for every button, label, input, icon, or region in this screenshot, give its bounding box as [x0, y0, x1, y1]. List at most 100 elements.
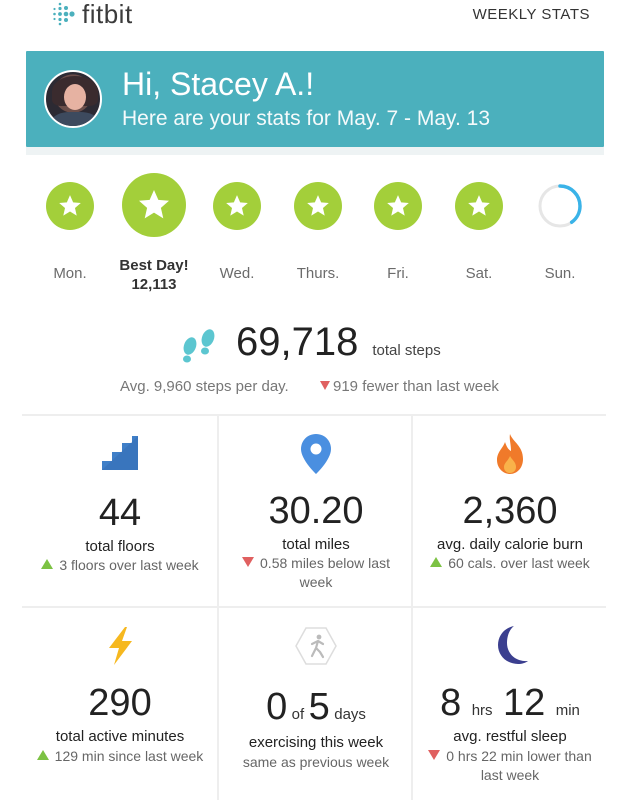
- star-icon: [139, 190, 169, 219]
- down-arrow-icon: [242, 557, 255, 567]
- up-arrow-icon: [36, 750, 49, 760]
- stat-calories[interactable]: 2,360 avg. daily calorie burn 60 cals. o…: [413, 416, 607, 606]
- calories-change: 60 cals. over last week: [413, 554, 607, 573]
- calories-change-text: 60 cals. over last week: [448, 555, 590, 571]
- day-sat[interactable]: [439, 175, 519, 230]
- star-icon: [307, 195, 329, 216]
- exercise-unit: days: [334, 706, 366, 723]
- star-badge-icon: [455, 182, 503, 230]
- fitbit-logo[interactable]: fitbit: [52, 0, 133, 29]
- stat-floors[interactable]: 44 total floors 3 floors over last week: [23, 416, 217, 606]
- sleep-duration: 8 hrs 12 min: [413, 682, 607, 725]
- up-arrow-icon: [430, 557, 443, 567]
- total-steps-row: 69,718 total steps: [180, 320, 441, 364]
- avg-steps-text: Avg. 9,960 steps per day.: [120, 378, 289, 395]
- floors-change-text: 3 floors over last week: [59, 557, 199, 573]
- location-pin-icon: [301, 434, 331, 474]
- progress-ring-icon: [538, 184, 582, 228]
- moon-icon: [498, 626, 528, 664]
- avatar-body: [52, 112, 98, 126]
- day-label-mon: Mon.: [53, 265, 87, 282]
- exercise-change: same as previous week: [242, 754, 390, 770]
- exercise-count: 0: [266, 686, 288, 728]
- stat-sleep[interactable]: 8 hrs 12 min avg. restful sleep 0 hrs 22…: [413, 608, 607, 800]
- star-badge-icon: [213, 182, 261, 230]
- sleep-hours: 8: [440, 682, 462, 724]
- best-day-label: Best Day! 12,113: [109, 256, 199, 294]
- star-icon: [468, 195, 490, 216]
- best-day-title: Best Day!: [119, 257, 189, 274]
- star-badge-icon: [374, 182, 422, 230]
- star-badge-best-icon: [122, 173, 186, 237]
- stat-miles[interactable]: 30.20 total miles 0.58 miles below last …: [219, 416, 413, 606]
- active-minutes-change: 129 min since last week: [23, 747, 217, 766]
- star-badge-icon: [46, 182, 94, 230]
- stat-active-minutes[interactable]: 290 total active minutes 129 min since l…: [23, 608, 217, 800]
- sleep-change: 0 hrs 22 min lower than last week: [413, 747, 607, 785]
- sleep-min-unit: min: [555, 702, 580, 719]
- exercise-of: of: [291, 706, 305, 723]
- active-minutes-value: 290: [88, 682, 152, 724]
- top-bar: fitbit WEEKLY STATS: [0, 0, 630, 30]
- day-label-fri: Fri.: [387, 265, 409, 282]
- day-tue-best[interactable]: [114, 173, 194, 237]
- avatar-face: [64, 84, 86, 110]
- lightning-icon: [109, 627, 132, 665]
- down-arrow-icon: [428, 750, 441, 760]
- day-label-wed: Wed.: [219, 265, 255, 282]
- exercise-days: 0 of 5 days: [219, 686, 413, 729]
- star-icon: [387, 195, 409, 216]
- exercise-title: exercising this week: [248, 734, 384, 751]
- star-icon: [59, 195, 81, 216]
- day-label-sun: Sun.: [544, 265, 576, 282]
- best-day-steps: 12,113: [131, 276, 177, 293]
- star-badge-icon: [294, 182, 342, 230]
- calories-value: 2,360: [462, 490, 558, 532]
- sleep-hrs-unit: hrs: [471, 702, 493, 719]
- steps-change-text: 919 fewer than last week: [333, 378, 499, 395]
- star-icon: [226, 195, 248, 216]
- up-arrow-icon: [41, 559, 54, 569]
- total-steps-label: total steps: [372, 342, 441, 359]
- day-label-sat: Sat.: [465, 265, 493, 282]
- day-thu[interactable]: [278, 175, 358, 230]
- down-arrow-icon: [320, 381, 330, 390]
- fitbit-dots-icon: [53, 2, 75, 26]
- stairs-icon: [102, 436, 138, 470]
- exercise-goal: 5: [308, 686, 330, 728]
- sleep-minutes: 12: [502, 682, 546, 724]
- grid-divider: [22, 606, 606, 608]
- miles-title: total miles: [282, 536, 350, 553]
- weekly-stats-title: WEEKLY STATS: [472, 6, 590, 23]
- day-fri[interactable]: [358, 175, 438, 230]
- active-minutes-change-text: 129 min since last week: [54, 748, 204, 764]
- footprints-icon: [183, 329, 215, 363]
- floors-title: total floors: [85, 538, 155, 555]
- banner-divider: [26, 147, 604, 155]
- total-steps-value: 69,718: [236, 320, 359, 364]
- calories-title: avg. daily calorie burn: [437, 536, 583, 553]
- day-mon[interactable]: [30, 175, 110, 230]
- steps-change: 919 fewer than last week: [320, 378, 499, 395]
- grid-divider: [411, 414, 413, 800]
- floors-change: 3 floors over last week: [23, 556, 217, 575]
- active-minutes-title: total active minutes: [55, 728, 185, 745]
- avatar[interactable]: [44, 70, 102, 128]
- day-sun[interactable]: [520, 175, 600, 235]
- brand-name: fitbit: [82, 0, 133, 29]
- day-wed[interactable]: [197, 175, 277, 230]
- flame-icon: [497, 434, 523, 474]
- sleep-title: avg. restful sleep: [453, 728, 567, 745]
- sleep-change-text: 0 hrs 22 min lower than last week: [446, 748, 592, 783]
- exercise-badge-icon: [295, 627, 337, 665]
- greeting-banner: Hi, Stacey A.! Here are your stats for M…: [26, 51, 604, 147]
- grid-divider: [22, 414, 606, 416]
- floors-value: 44: [98, 492, 142, 534]
- miles-value: 30.20: [268, 490, 364, 532]
- greeting-subtitle: Here are your stats for May. 7 - May. 13: [122, 107, 491, 130]
- miles-change: 0.58 miles below last week: [219, 554, 413, 592]
- grid-divider: [217, 414, 219, 800]
- miles-change-text: 0.58 miles below last week: [260, 555, 390, 590]
- day-label-thu: Thurs.: [296, 265, 340, 282]
- stat-exercise[interactable]: 0 of 5 days exercising this week same as…: [219, 608, 413, 800]
